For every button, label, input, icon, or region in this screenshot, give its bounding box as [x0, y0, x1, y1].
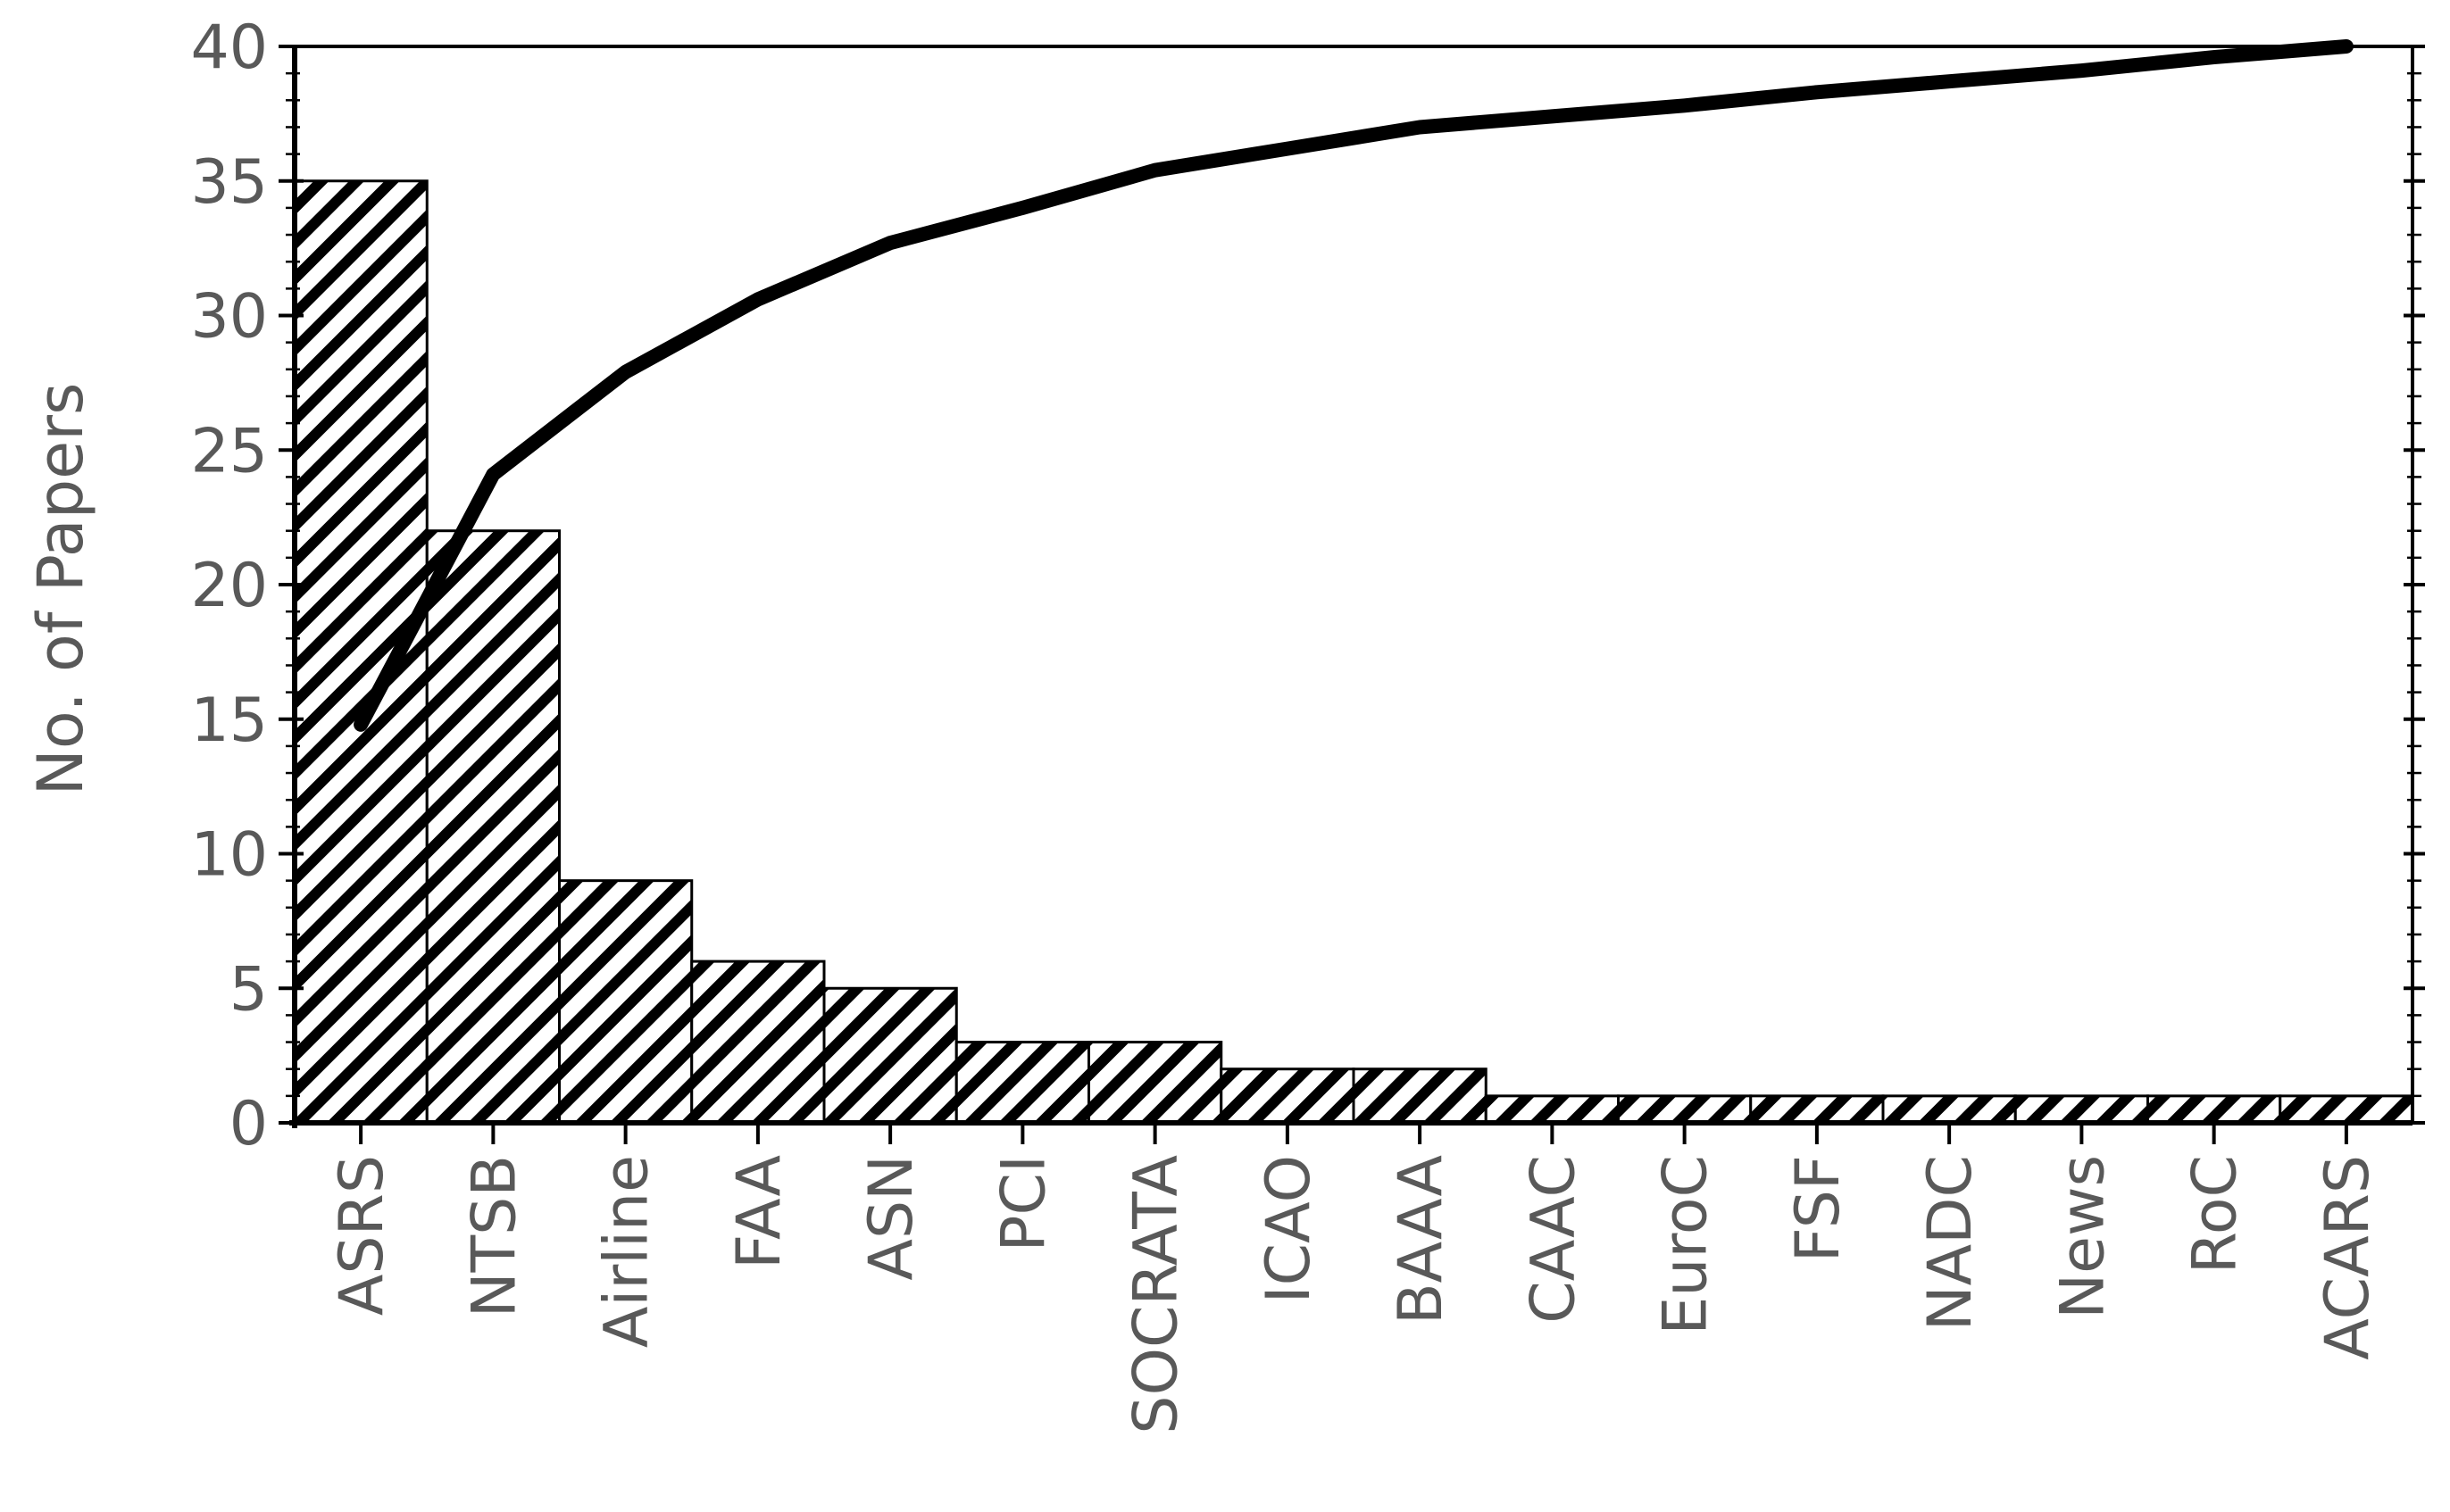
y-tick-label: 0	[229, 1089, 268, 1159]
y-tick-label: 15	[190, 685, 268, 756]
bar-news	[2013, 1094, 2149, 1125]
x-tick-label-asn: ASN	[856, 1155, 927, 1281]
x-axis-ticks: ASRS NTSB Airline FAA ASN PCI SOCRATA ICAO BAAA C…	[327, 1123, 2383, 1434]
bar-acars	[2279, 1094, 2414, 1125]
bar-icao	[1220, 1068, 1355, 1125]
y-axis-title: No. of Papers	[24, 383, 97, 796]
bar-nadc	[1881, 1094, 2017, 1125]
bar-asn	[822, 986, 958, 1125]
bar-caac	[1484, 1094, 1620, 1125]
bar-socrata	[1088, 1041, 1223, 1125]
x-tick-label-asrs: ASRS	[327, 1155, 397, 1316]
x-tick-label-acars: ACARS	[2312, 1155, 2383, 1360]
x-tick-label-ntsb: NTSB	[459, 1155, 529, 1317]
y-tick-label: 25	[190, 416, 268, 486]
x-tick-label-euroc: EuroC	[1651, 1155, 1721, 1335]
x-tick-label-pci: PCI	[988, 1155, 1059, 1252]
cumulative-line-series	[354, 39, 2354, 732]
x-tick-label-fsf: FSF	[1783, 1155, 1854, 1262]
y-tick-label: 10	[190, 820, 268, 891]
x-tick-label-news: News	[2047, 1155, 2118, 1319]
y-tick-label: 30	[190, 282, 268, 353]
bar-pci	[954, 1041, 1090, 1125]
bar-roc	[2146, 1094, 2282, 1125]
x-tick-label-icao: ICAO	[1254, 1155, 1324, 1303]
bar-ntsb	[425, 529, 561, 1125]
bar-airline	[558, 879, 694, 1125]
y-tick-label: 20	[190, 551, 268, 621]
x-tick-label-airline: Airline	[592, 1155, 662, 1348]
x-tick-label-caac: CAAC	[1518, 1155, 1588, 1324]
x-tick-label-baaa: BAAA	[1386, 1155, 1456, 1325]
y-tick-label: 35	[190, 147, 268, 218]
x-tick-label-nadc: NADC	[1915, 1155, 1986, 1331]
bar-euroc	[1617, 1094, 1753, 1125]
bar-fsf	[1749, 1094, 1885, 1125]
y-tick-label: 40	[190, 12, 268, 83]
bar-faa	[690, 960, 826, 1125]
bar-series	[293, 179, 2414, 1125]
y-axis-ticks: 0 5 10 15 20 25 30 35 40	[190, 12, 2425, 1159]
bar-baaa	[1352, 1068, 1488, 1125]
x-tick-label-faa: FAA	[724, 1155, 795, 1269]
x-tick-label-socrata: SOCRATA	[1121, 1155, 1192, 1434]
y-tick-label: 5	[229, 954, 268, 1025]
x-tick-label-roc: RoC	[2180, 1155, 2251, 1274]
cumulative-line	[354, 39, 2354, 732]
